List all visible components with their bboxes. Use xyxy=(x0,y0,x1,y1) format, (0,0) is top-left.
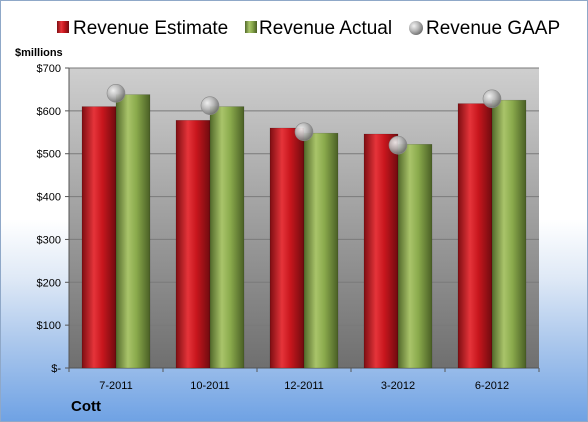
bar-revenue-estimate xyxy=(269,127,305,369)
legend-swatch-revenue-actual xyxy=(245,21,257,33)
bar-revenue-actual xyxy=(397,144,433,369)
point-revenue-gaap xyxy=(200,96,220,116)
point-revenue-gaap xyxy=(106,83,126,103)
bar-revenue-actual xyxy=(115,94,151,369)
x-tick-label: 10-2011 xyxy=(190,380,230,392)
y-axis-ticks: $- $100 $200 $300 $400 $500 $600 $700 xyxy=(37,63,70,375)
y-tick-label: $500 xyxy=(37,149,61,161)
y-tick-label: $700 xyxy=(37,63,61,75)
legend-label-revenue-estimate: Revenue Estimate xyxy=(73,18,228,39)
legend-swatch-revenue-gaap xyxy=(409,21,423,35)
x-axis-ticks: 7-2011 10-2011 12-2011 3-2012 6-2012 xyxy=(68,368,540,392)
bar-revenue-estimate xyxy=(81,106,117,369)
bar-revenue-estimate xyxy=(457,103,493,369)
x-tick-label: 7-2011 xyxy=(99,380,132,392)
point-revenue-gaap xyxy=(482,89,502,109)
x-tick-label: 6-2012 xyxy=(475,380,509,392)
bar-revenue-estimate xyxy=(175,120,211,369)
y-axis-unit-label: $millions xyxy=(15,47,63,59)
legend-label-revenue-gaap: Revenue GAAP xyxy=(426,18,560,39)
y-tick-label: $- xyxy=(51,363,61,375)
point-revenue-gaap xyxy=(388,135,408,155)
bar-revenue-actual xyxy=(303,132,339,369)
y-tick-label: $400 xyxy=(37,192,61,204)
x-tick-label: 12-2011 xyxy=(284,380,324,392)
point-revenue-gaap xyxy=(294,122,314,142)
bars xyxy=(81,94,527,369)
bar-revenue-actual xyxy=(209,106,245,369)
company-caption: Cott xyxy=(71,398,101,415)
legend-label-revenue-actual: Revenue Actual xyxy=(259,18,392,39)
bar-revenue-estimate xyxy=(363,133,399,369)
legend-swatch-revenue-estimate xyxy=(57,21,69,33)
legend: Revenue Estimate Revenue Actual Revenue … xyxy=(57,18,560,39)
bar-revenue-actual xyxy=(491,99,527,369)
y-tick-label: $100 xyxy=(37,320,61,332)
gaap-points xyxy=(106,83,502,155)
y-tick-label: $200 xyxy=(37,277,61,289)
y-tick-label: $300 xyxy=(37,234,61,246)
y-tick-label: $600 xyxy=(37,106,61,118)
x-tick-label: 3-2012 xyxy=(381,380,415,392)
